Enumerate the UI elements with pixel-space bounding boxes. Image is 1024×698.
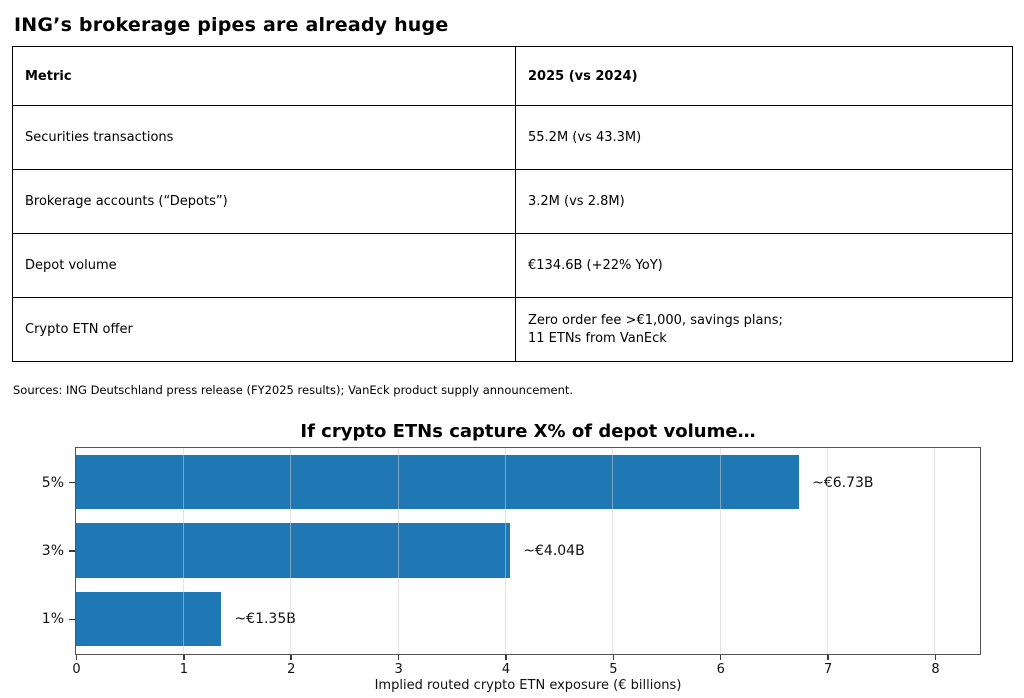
plot-area	[75, 447, 981, 655]
table-row: Securities transactions 55.2M (vs 43.3M)	[12, 105, 1013, 170]
value-line-1: Zero order fee >€1,000, savings plans;	[528, 312, 783, 328]
sources-note: Sources: ING Deutschland press release (…	[13, 383, 574, 397]
bar-1%	[76, 591, 221, 646]
x-tick-mark	[612, 655, 615, 660]
x-tick-label: 6	[716, 662, 725, 677]
y-tick-label: 1%	[41, 611, 64, 628]
bar-value-label: ~€6.73B	[812, 474, 874, 491]
metric-cell: Securities transactions	[12, 105, 516, 170]
x-axis-label: Implied routed crypto ETN exposure (€ bi…	[374, 678, 682, 693]
value-cell: 3.2M (vs 2.8M)	[515, 169, 1013, 234]
table-row: Brokerage accounts (“Depots”) 3.2M (vs 2…	[12, 169, 1013, 234]
gridline	[827, 448, 829, 654]
x-tick-mark	[75, 655, 78, 660]
y-tick-mark	[69, 481, 75, 484]
table-row: Crypto ETN offer Zero order fee >€1,000,…	[12, 297, 1013, 362]
bar-value-label: ~€4.04B	[523, 543, 585, 559]
x-tick-mark	[719, 655, 722, 660]
bar-5%	[76, 455, 799, 510]
gridline	[934, 448, 936, 654]
x-tick-mark	[827, 655, 829, 660]
x-tick-label: 1	[179, 662, 188, 677]
table-header-row: Metric 2025 (vs 2024)	[12, 46, 1013, 106]
bar-3%	[76, 523, 510, 578]
x-tick-label: 7	[823, 662, 833, 677]
x-tick-mark	[183, 655, 185, 660]
x-tick-mark	[505, 655, 507, 660]
metrics-table: Metric 2025 (vs 2024) Securities transac…	[12, 46, 1013, 362]
x-tick-mark	[934, 655, 937, 660]
page-title: ING’s brokerage pipes are already huge	[14, 14, 449, 36]
bar-value-label: ~€1.35B	[234, 611, 296, 628]
y-tick-mark	[69, 618, 75, 621]
x-tick-mark	[397, 655, 400, 660]
x-tick-label: 2	[287, 662, 296, 677]
gridline	[182, 448, 184, 654]
depot-capture-chart: If crypto ETNs capture X% of depot volum…	[0, 415, 1024, 698]
x-tick-label: 8	[931, 662, 940, 677]
y-tick-label: 5%	[41, 474, 64, 491]
y-tick-mark	[69, 550, 75, 552]
x-tick-label: 5	[609, 662, 618, 677]
value-cell: €134.6B (+22% YoY)	[515, 233, 1013, 298]
x-tick-label: 3	[394, 662, 403, 677]
x-tick-label: 4	[501, 662, 511, 677]
metric-cell: Depot volume	[12, 233, 516, 298]
x-tick-mark	[290, 655, 292, 660]
metric-cell: Brokerage accounts (“Depots”)	[12, 169, 516, 234]
value-cell: 55.2M (vs 43.3M)	[515, 105, 1013, 170]
value-cell: Zero order fee >€1,000, savings plans; 1…	[515, 297, 1013, 362]
metric-cell: Crypto ETN offer	[12, 297, 516, 362]
gridline	[397, 448, 399, 654]
value-line-2: 11 ETNs from VanEck	[528, 330, 667, 346]
table-row: Depot volume €134.6B (+22% YoY)	[12, 233, 1013, 298]
gridline	[290, 448, 292, 654]
gridline	[719, 448, 721, 654]
chart-title: If crypto ETNs capture X% of depot volum…	[300, 421, 756, 442]
gridline	[612, 448, 614, 654]
column-header-metric: Metric	[12, 46, 516, 106]
gridline	[504, 448, 506, 654]
column-header-2025: 2025 (vs 2024)	[515, 46, 1013, 106]
x-tick-label: 0	[72, 662, 81, 677]
y-tick-label: 3%	[41, 543, 64, 559]
